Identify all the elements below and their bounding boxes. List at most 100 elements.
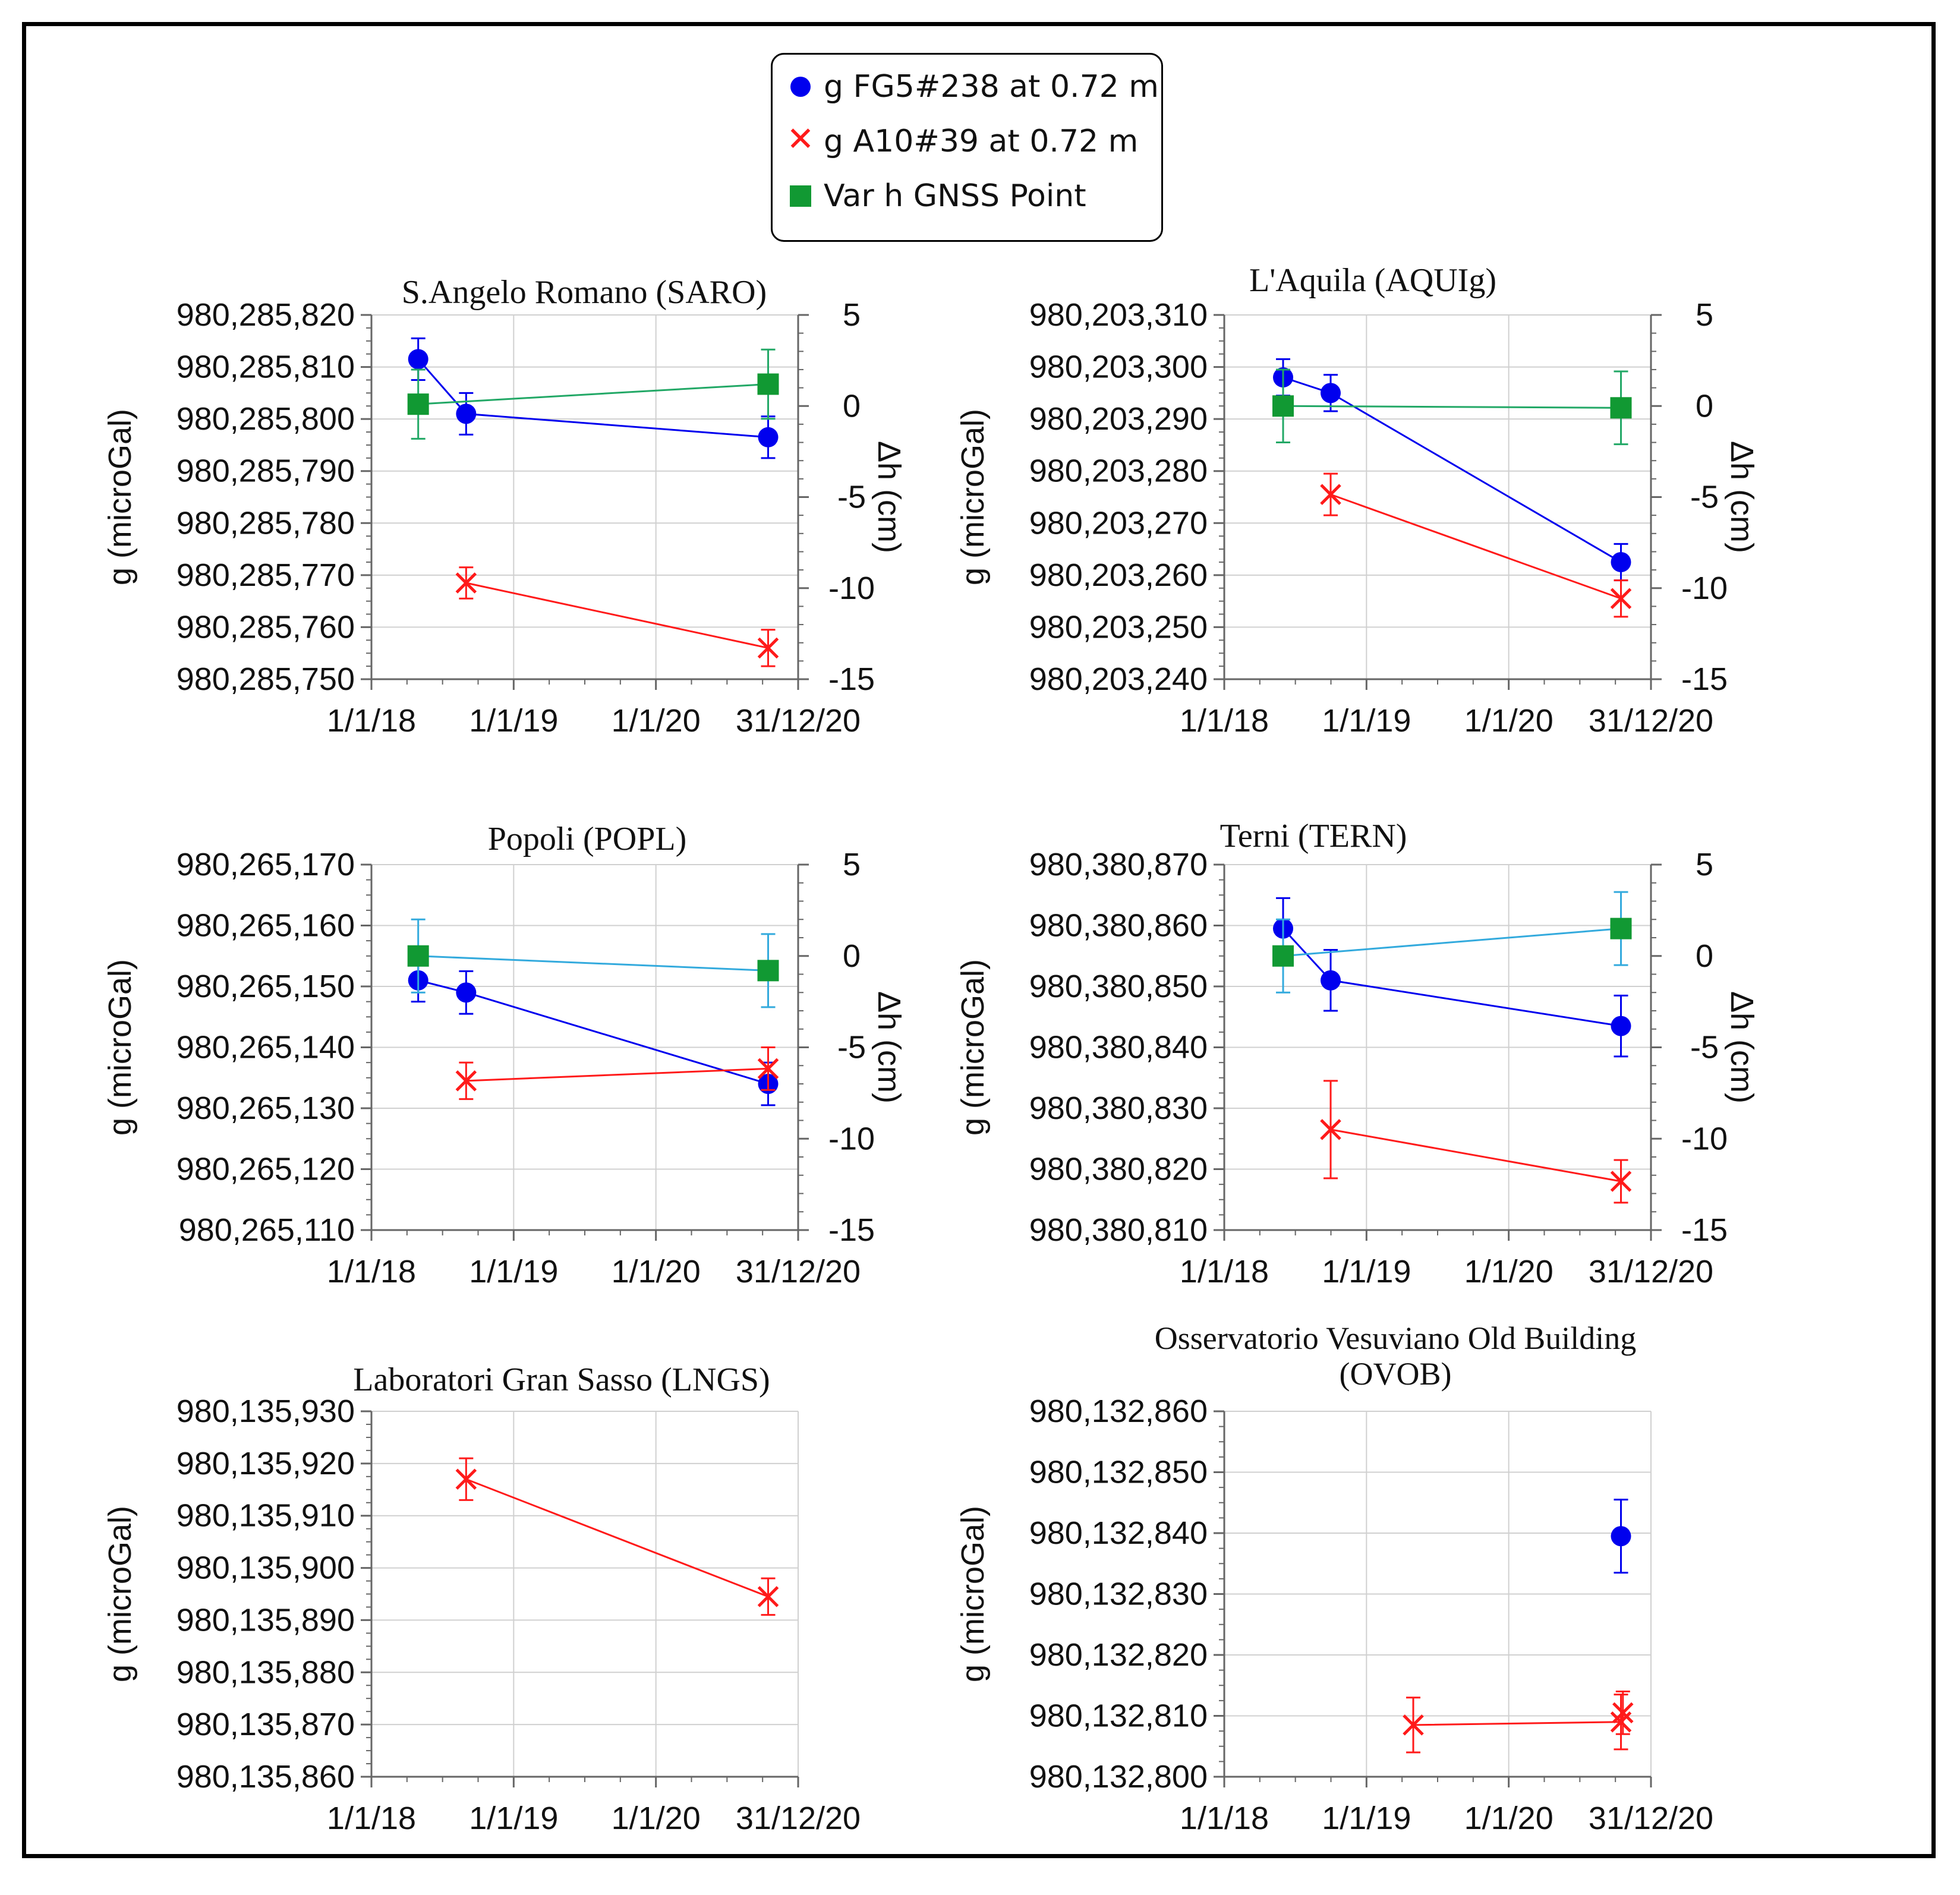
data-point-fg5 bbox=[456, 403, 477, 424]
x-tick-label: 1/1/18 bbox=[327, 1254, 416, 1289]
series-line bbox=[417, 358, 768, 439]
y-tick-label: 980,265,110 bbox=[179, 1212, 355, 1248]
y-tick-label: 980,285,750 bbox=[177, 661, 355, 697]
chart-panel-1: 980,285,750 980,285,760 980,285,770 980,285… bbox=[102, 274, 907, 739]
y2-tick-label: -5 bbox=[837, 480, 866, 515]
y2-tick-label: 0 bbox=[843, 388, 861, 424]
chart-panel-3: 980,265,110 980,265,120 980,265,130 980,265… bbox=[102, 821, 907, 1289]
x-tick-label: 31/12/20 bbox=[1589, 1254, 1713, 1289]
data-point-a10 bbox=[455, 1468, 477, 1490]
y-tick-label: 980,132,850 bbox=[1029, 1455, 1208, 1490]
x-marker-stroke bbox=[1610, 588, 1632, 610]
y2-axis-label: Δh (cm) bbox=[1724, 991, 1760, 1103]
x-marker-stroke bbox=[1320, 1119, 1341, 1140]
y2-axis-label: Δh (cm) bbox=[871, 441, 907, 553]
y-tick-label: 980,135,920 bbox=[177, 1446, 355, 1481]
legend-item-gnss: Var h GNSS Point bbox=[786, 172, 1086, 220]
y2-tick-label: -10 bbox=[1681, 1121, 1728, 1156]
x-tick-label: 1/1/18 bbox=[1180, 1254, 1269, 1289]
y2-tick-label: -5 bbox=[837, 1030, 866, 1065]
x-tick-label: 31/12/20 bbox=[1589, 1801, 1713, 1836]
series-line bbox=[466, 582, 768, 649]
y2-tick-label: -5 bbox=[1690, 1030, 1719, 1065]
series-line bbox=[466, 1067, 768, 1082]
x-tick-label: 1/1/18 bbox=[327, 703, 416, 739]
data-point-a10 bbox=[1320, 1119, 1341, 1140]
x-marker-stroke bbox=[1320, 484, 1341, 505]
data-point-gnss bbox=[407, 945, 429, 967]
data-point-a10 bbox=[757, 637, 779, 659]
y-tick-label: 980,285,820 bbox=[177, 297, 355, 333]
x-tick-label: 1/1/19 bbox=[1322, 1801, 1411, 1836]
y-tick-label: 980,285,780 bbox=[177, 505, 355, 541]
chart-title: S.Angelo Romano (SARO) bbox=[402, 274, 767, 311]
y-tick-label: 980,132,800 bbox=[1029, 1759, 1208, 1795]
x-tick-label: 31/12/20 bbox=[736, 703, 861, 739]
x-tick-label: 1/1/19 bbox=[1322, 703, 1411, 739]
data-point-a10 bbox=[1610, 1171, 1632, 1192]
data-point-a10 bbox=[455, 1070, 477, 1092]
y-tick-label: 980,285,760 bbox=[177, 609, 355, 645]
y-axis-label: g (microGal) bbox=[102, 1506, 138, 1682]
y-tick-label: 980,132,860 bbox=[1029, 1393, 1208, 1429]
blue-circle-icon bbox=[786, 72, 815, 102]
x-tick-label: 1/1/20 bbox=[1464, 1801, 1553, 1836]
y-tick-label: 980,203,300 bbox=[1029, 349, 1208, 385]
y-tick-label: 980,135,930 bbox=[177, 1393, 355, 1429]
y-tick-label: 980,380,830 bbox=[1029, 1090, 1208, 1126]
y-tick-label: 980,132,830 bbox=[1029, 1576, 1208, 1612]
chart-panel-4: 980,380,810 980,380,820 980,380,830 980,380… bbox=[955, 818, 1760, 1289]
data-point-fg5 bbox=[1611, 1526, 1631, 1547]
x-tick-label: 1/1/19 bbox=[469, 1801, 558, 1836]
y2-axis-label: Δh (cm) bbox=[1724, 441, 1760, 553]
y2-axis-label: Δh (cm) bbox=[871, 991, 907, 1103]
y-tick-label: 980,135,900 bbox=[177, 1550, 355, 1586]
legend-label-gnss: Var h GNSS Point bbox=[824, 178, 1086, 214]
y-axis-label: g (microGal) bbox=[102, 409, 138, 585]
y2-tick-label: -5 bbox=[1690, 480, 1719, 515]
y-tick-label: 980,285,810 bbox=[177, 349, 355, 385]
y2-tick-label: 5 bbox=[843, 297, 861, 333]
data-point-a10 bbox=[455, 572, 477, 594]
data-point-a10 bbox=[1612, 1702, 1634, 1724]
series-line bbox=[1282, 928, 1621, 957]
y-tick-label: 980,265,140 bbox=[177, 1030, 355, 1065]
y2-tick-label: 5 bbox=[1696, 847, 1713, 882]
y-tick-label: 980,265,120 bbox=[177, 1152, 355, 1187]
y-tick-label: 980,135,870 bbox=[177, 1707, 355, 1742]
y2-tick-label: 0 bbox=[843, 938, 861, 974]
legend-label-a10: g A10#39 at 0.72 m bbox=[824, 124, 1139, 159]
data-point-gnss bbox=[1610, 397, 1632, 419]
data-point-a10 bbox=[1403, 1714, 1424, 1736]
y-tick-label: 980,132,810 bbox=[1029, 1698, 1208, 1734]
x-marker-stroke bbox=[1612, 1702, 1634, 1724]
x-marker-stroke bbox=[455, 572, 477, 594]
x-tick-label: 31/12/20 bbox=[1589, 703, 1713, 739]
x-tick-label: 1/1/18 bbox=[327, 1801, 416, 1836]
y-tick-label: 980,265,130 bbox=[177, 1090, 355, 1126]
chart-legend: g FG5#238 at 0.72 m ✕ g A10#39 at 0.72 m… bbox=[771, 53, 1163, 242]
chart-title: Terni (TERN) bbox=[1220, 818, 1407, 855]
chart-title: L'Aquila (AQUIg) bbox=[1249, 262, 1496, 299]
y-tick-label: 980,285,800 bbox=[177, 401, 355, 437]
y2-tick-label: -15 bbox=[828, 661, 875, 697]
chart-title: Popoli (POPL) bbox=[488, 821, 687, 857]
y-tick-label: 980,285,790 bbox=[177, 453, 355, 489]
series-line bbox=[418, 955, 768, 972]
y-tick-label: 980,135,890 bbox=[177, 1602, 355, 1638]
y2-tick-label: -10 bbox=[1681, 570, 1728, 606]
x-marker-stroke bbox=[757, 1058, 779, 1080]
y2-tick-label: -10 bbox=[828, 570, 875, 606]
x-tick-label: 1/1/20 bbox=[612, 1801, 701, 1836]
series-line bbox=[418, 383, 768, 405]
data-point-fg5 bbox=[758, 427, 779, 447]
data-point-gnss bbox=[1272, 945, 1294, 967]
y-tick-label: 980,135,860 bbox=[177, 1759, 355, 1795]
red-x-icon: ✕ bbox=[786, 120, 815, 159]
data-point-gnss bbox=[757, 373, 779, 395]
data-point-gnss bbox=[1610, 917, 1632, 939]
y-tick-label: 980,203,270 bbox=[1029, 505, 1208, 541]
y-axis-label: g (microGal) bbox=[955, 1506, 991, 1682]
x-marker-stroke bbox=[757, 1586, 779, 1607]
